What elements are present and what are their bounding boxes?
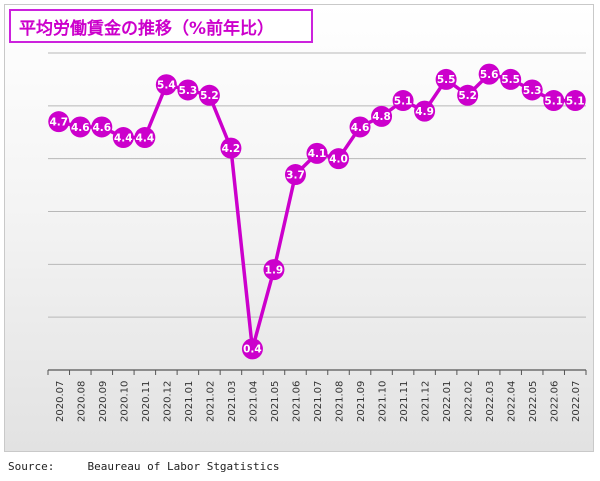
data-label: 5.2: [458, 90, 477, 102]
data-label: 5.6: [480, 69, 499, 81]
data-point: [112, 127, 134, 149]
x-tick-label: 2022.02: [464, 381, 475, 422]
x-tick-label: 2020.09: [98, 381, 109, 422]
x-tick-label: 2021.08: [335, 381, 346, 422]
source-label: Source:: [8, 460, 55, 473]
x-tick-label: 2022.01: [442, 381, 453, 422]
x-tick-label: 2022.05: [528, 381, 539, 422]
data-point: [134, 127, 156, 149]
data-point: [263, 259, 285, 281]
data-point: [349, 116, 371, 138]
x-tick-label: 2021.07: [313, 381, 324, 422]
data-point: [306, 142, 328, 164]
data-point: [284, 164, 306, 186]
x-tick-label: 2021.04: [248, 381, 259, 422]
x-tick-label: 2020.12: [162, 381, 173, 422]
x-tick-label: 2021.12: [421, 381, 432, 422]
source-note: Source: Beaureau of Labor Stgatistics: [8, 460, 280, 473]
x-tick-label: 2021.09: [356, 381, 367, 422]
x-tick-label: 2021.06: [291, 381, 302, 422]
data-label: 5.2: [200, 90, 219, 102]
x-tick-label: 2021.10: [378, 381, 389, 422]
data-label: 4.7: [49, 116, 68, 128]
x-tick-label: 2020.07: [55, 381, 66, 422]
data-point: [69, 116, 91, 138]
x-tick-label: 2022.04: [507, 381, 518, 422]
data-label: 4.4: [114, 132, 133, 144]
data-label: 4.6: [351, 122, 370, 134]
x-tick-label: 2020.11: [141, 381, 152, 422]
data-label: 5.5: [437, 74, 456, 86]
data-point: [392, 90, 414, 112]
data-label: 3.7: [286, 169, 305, 181]
data-point: [48, 111, 70, 133]
data-point: [500, 68, 522, 90]
data-point: [521, 79, 543, 101]
x-tick-label: 2022.03: [485, 381, 496, 422]
data-label: 4.1: [308, 148, 327, 160]
data-label: 5.1: [394, 95, 413, 107]
x-tick-label: 2021.01: [184, 381, 195, 422]
x-tick-label: 2021.02: [205, 381, 216, 422]
data-label: 5.4: [157, 80, 176, 92]
data-label: 4.9: [415, 106, 434, 118]
data-label: 0.4: [243, 344, 262, 356]
data-point: [241, 338, 263, 360]
x-tick-label: 2021.05: [270, 381, 281, 422]
data-label: 4.2: [222, 143, 241, 155]
data-point: [457, 84, 479, 106]
x-tick-label: 2020.08: [76, 381, 87, 422]
data-point: [155, 74, 177, 96]
data-label: 5.3: [523, 85, 542, 97]
data-label: 5.5: [501, 74, 520, 86]
data-point: [91, 116, 113, 138]
data-label: 4.6: [71, 122, 90, 134]
x-tick-label: 2021.03: [227, 381, 238, 422]
data-label: 4.4: [136, 132, 155, 144]
data-point: [414, 100, 436, 122]
data-point: [177, 79, 199, 101]
data-label: 4.8: [372, 111, 391, 123]
data-label: 5.1: [544, 95, 563, 107]
data-point: [564, 90, 586, 112]
x-tick-label: 2021.11: [399, 381, 410, 422]
data-point: [478, 63, 500, 85]
data-point: [220, 137, 242, 159]
data-label: 5.3: [179, 85, 198, 97]
data-label: 4.6: [92, 122, 111, 134]
x-tick-label: 2020.10: [119, 381, 130, 422]
x-tick-label: 2022.06: [550, 381, 561, 422]
data-point: [435, 68, 457, 90]
source-text: Beaureau of Labor Stgatistics: [87, 460, 280, 473]
data-point: [198, 84, 220, 106]
data-label: 5.1: [566, 95, 585, 107]
data-point: [371, 105, 393, 127]
data-point: [543, 90, 565, 112]
chart-title: 平均労働賃金の推移（%前年比）: [9, 9, 313, 43]
data-label: 4.0: [329, 153, 348, 165]
x-tick-label: 2022.07: [571, 381, 582, 422]
data-label: 1.9: [265, 264, 284, 276]
data-point: [328, 148, 350, 170]
